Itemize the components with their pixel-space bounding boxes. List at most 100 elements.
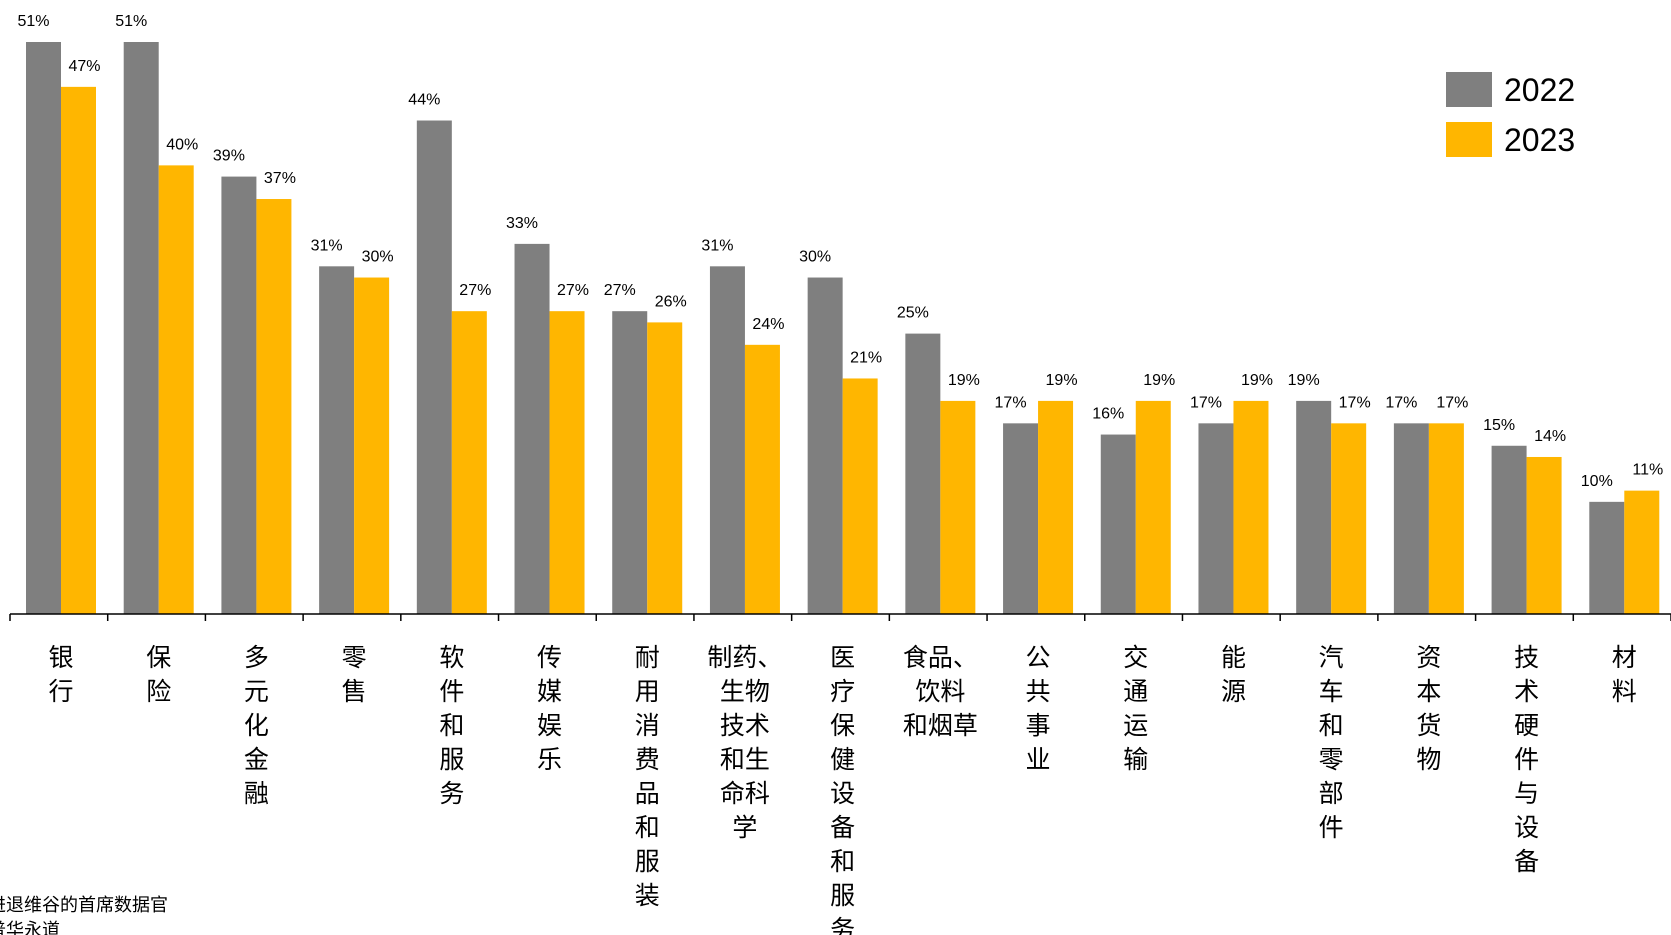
- value-label-2022-7: 27%: [604, 282, 636, 299]
- category-label-line: 费: [635, 745, 660, 774]
- category-labels-group: 银行保险多元化金融零售软件和服务传媒娱乐耐用消费品和服装制药、生物技术和生命科学…: [48, 643, 1636, 935]
- category-label-line: 媒: [537, 677, 562, 706]
- category-label-line: 运: [1123, 711, 1148, 740]
- category-label-line: 术: [1514, 677, 1539, 706]
- bar-2022-7: [612, 311, 648, 614]
- bar-2022-15: [1393, 423, 1429, 614]
- bar-2023-16: [1526, 456, 1562, 614]
- category-label-line: 金: [244, 745, 269, 774]
- category-label-line: 零: [342, 643, 367, 672]
- bar-2022-2: [123, 42, 159, 614]
- category-label-line: 融: [244, 779, 269, 808]
- bar-2022-10: [905, 333, 941, 614]
- value-label-2023-8: 24%: [752, 316, 784, 333]
- value-label-2022-9: 30%: [799, 249, 831, 266]
- category-label-4: 零售: [342, 643, 367, 706]
- category-label-line: 件: [1514, 745, 1539, 774]
- bar-2023-7: [647, 322, 683, 614]
- category-label-line: 传: [537, 643, 562, 672]
- category-label-line: 共: [1026, 677, 1051, 706]
- legend-swatch-2022: [1446, 72, 1492, 107]
- value-label-2022-16: 15%: [1483, 417, 1515, 434]
- bar-2022-11: [1003, 423, 1039, 614]
- category-label-line: 材: [1612, 643, 1637, 672]
- category-label-line: 硬: [1514, 711, 1539, 740]
- bar-2022-16: [1491, 445, 1527, 614]
- bar-2022-4: [319, 266, 355, 614]
- category-label-line: 和: [439, 711, 464, 740]
- category-label-line: 通: [1123, 677, 1148, 706]
- bar-2023-3: [256, 199, 292, 615]
- value-label-2022-3: 39%: [213, 148, 245, 165]
- category-label-line: 装: [635, 881, 660, 910]
- category-label-line: 零: [1319, 745, 1344, 774]
- category-label-line: 设: [830, 779, 855, 808]
- category-label-line: 资: [1416, 643, 1441, 672]
- category-label-line: 健: [830, 745, 855, 774]
- bar-2022-1: [26, 42, 61, 614]
- value-labels-group: 51% 47% 51% 40% 39% 37% 31% 30% 44% 27% 33% 27% 27% 2…: [17, 13, 1663, 490]
- footnote-line-2: 普华永道: [0, 920, 60, 935]
- category-label-line: 行: [48, 677, 73, 706]
- category-label-line: 服: [635, 847, 660, 876]
- category-label-line: 险: [146, 677, 171, 706]
- bar-2022-5: [416, 120, 452, 615]
- category-label-line: 生物: [720, 677, 770, 706]
- category-label-line: 公: [1026, 643, 1051, 672]
- category-label-line: 食品、: [903, 643, 978, 672]
- value-label-2023-7: 26%: [655, 293, 687, 310]
- category-label-line: 和生: [720, 745, 770, 774]
- category-label-line: 汽: [1319, 643, 1344, 672]
- bar-2023-8: [744, 344, 780, 614]
- value-label-2022-10: 25%: [897, 305, 929, 322]
- category-label-line: 学: [732, 813, 757, 842]
- category-label-line: 设: [1514, 813, 1539, 842]
- value-label-2023-14: 17%: [1339, 394, 1371, 411]
- category-label-17: 材料: [1612, 643, 1637, 706]
- category-label-line: 和: [635, 813, 660, 842]
- value-label-2023-10: 19%: [948, 372, 980, 389]
- value-label-2022-13: 17%: [1190, 394, 1222, 411]
- category-label-line: 本: [1416, 677, 1441, 706]
- bar-2023-12: [1135, 400, 1171, 614]
- legend: 2022 2023: [1446, 72, 1575, 158]
- value-label-2023-9: 21%: [850, 349, 882, 366]
- value-label-2023-5: 27%: [459, 282, 491, 299]
- category-label-line: 品: [635, 779, 660, 808]
- value-label-2023-2: 40%: [166, 136, 198, 153]
- footnote: 进退维谷的首席数据官 普华永道: [0, 895, 168, 935]
- category-label-line: 与: [1514, 779, 1539, 808]
- category-label-line: 饮料: [915, 677, 965, 706]
- category-label-line: 化: [244, 711, 269, 740]
- legend-label-2023: 2023: [1504, 122, 1575, 158]
- bar-2023-13: [1233, 400, 1269, 614]
- value-label-2022-8: 31%: [701, 237, 733, 254]
- bar-2023-1: [61, 86, 96, 615]
- bar-2022-12: [1100, 434, 1136, 614]
- bar-2023-2: [158, 165, 194, 614]
- category-label-line: 技术: [720, 711, 770, 740]
- bar-2023-4: [354, 277, 390, 614]
- category-label-2: 保险: [146, 643, 171, 706]
- category-label-line: 和烟草: [903, 711, 978, 740]
- category-label-line: 售: [342, 677, 367, 706]
- bar-2022-14: [1296, 400, 1332, 614]
- category-label-line: 备: [1514, 847, 1539, 876]
- category-label-line: 能: [1221, 643, 1246, 672]
- bar-2023-6: [549, 311, 585, 614]
- category-label-line: 命科: [720, 779, 770, 808]
- value-label-2023-12: 19%: [1143, 372, 1175, 389]
- category-label-line: 用: [635, 677, 660, 706]
- category-label-line: 输: [1123, 745, 1148, 774]
- category-label-line: 件: [1319, 813, 1344, 842]
- value-label-2023-16: 14%: [1534, 428, 1566, 445]
- category-label-line: 服: [830, 881, 855, 910]
- value-label-2023-13: 19%: [1241, 372, 1273, 389]
